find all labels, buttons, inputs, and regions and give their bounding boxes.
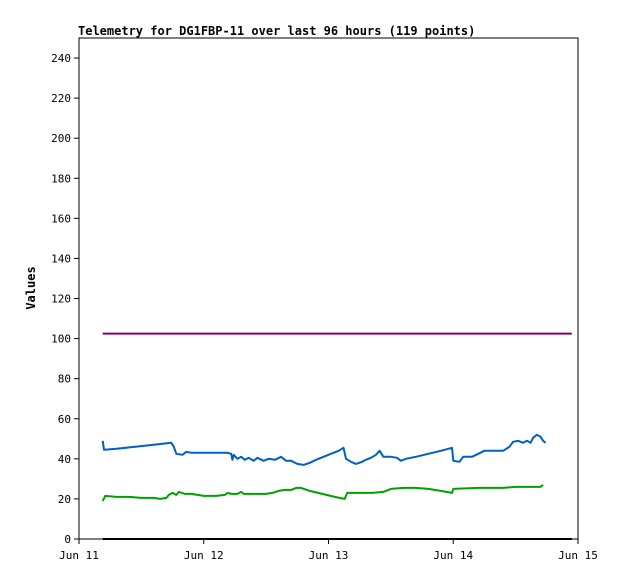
y-tick-label: 180 [51,172,71,185]
y-tick-label: 20 [58,493,71,506]
series-line-3 [101,484,544,502]
x-tick-label: Jun 12 [184,549,224,562]
y-tick-label: 40 [58,453,71,466]
y-tick-label: 160 [51,212,71,225]
series-line-2 [101,433,547,466]
y-tick-label: 200 [51,132,71,145]
y-tick-label: 220 [51,92,71,105]
x-tick-label: Jun 14 [433,549,473,562]
y-tick-label: 80 [58,373,71,386]
y-tick-label: 120 [51,293,71,306]
y-tick-label: 0 [64,533,71,546]
x-axis-ticks: Jun 11 Jun 12 Jun 13 Jun 14 Jun 15 [59,539,598,562]
y-tick-label: 60 [58,413,71,426]
x-tick-label: Jun 11 [59,549,99,562]
y-tick-label: 100 [51,333,71,346]
y-axis-label: Values [24,266,38,309]
y-tick-label: 140 [51,252,71,265]
x-tick-label: Jun 13 [309,549,349,562]
y-tick-label: 240 [51,52,71,65]
series-layer [101,332,572,540]
chart-title: Telemetry for DG1FBP-11 over last 96 hou… [78,24,475,38]
x-tick-label: Jun 15 [558,549,598,562]
y-axis-ticks: 0 20 40 60 80 100 120 140 160 180 200 220 240 [51,52,79,546]
